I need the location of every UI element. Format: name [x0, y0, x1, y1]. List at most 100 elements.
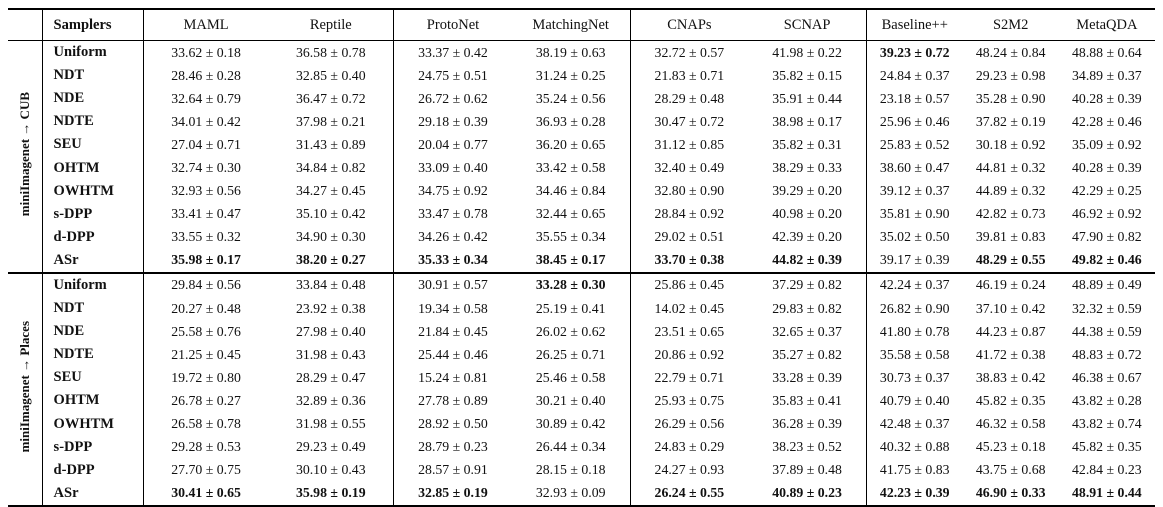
- value-cell: 30.89 ± 0.42: [535, 416, 606, 432]
- table-row: d-DPP 27.70 ± 0.75 30.10 ± 0.43 28.57 ± 0.9…: [8, 458, 1155, 482]
- value-cell: 25.19 ± 0.41: [535, 300, 606, 316]
- header-cnaps: CNAPs: [629, 9, 749, 41]
- value-cell: 37.82 ± 0.19: [975, 113, 1046, 129]
- value-cell: 48.91 ± 0.44: [1072, 485, 1142, 501]
- header-protonet: ProtoNet: [393, 9, 512, 41]
- sampler-label: Uniform: [41, 40, 144, 65]
- value-cell: 37.29 ± 0.82: [748, 271, 867, 298]
- value-cell: 48.24 ± 0.84: [975, 44, 1046, 60]
- value-cell: 39.29 ± 0.20: [772, 183, 842, 199]
- value-cell: 35.98 ± 0.17: [142, 248, 269, 273]
- value-cell: 35.83 ± 0.41: [772, 392, 842, 408]
- value-cell: 14.02 ± 0.45: [629, 297, 749, 321]
- value-cell: 20.86 ± 0.92: [629, 343, 749, 367]
- value-cell: 30.21 ± 0.40: [535, 392, 606, 408]
- value-cell: 32.93 ± 0.09: [535, 485, 606, 501]
- value-cell: 27.78 ± 0.89: [393, 389, 512, 413]
- value-cell: 42.24 ± 0.37: [865, 271, 963, 298]
- value-cell: 38.20 ± 0.27: [295, 252, 366, 268]
- value-cell: 26.24 ± 0.55: [629, 481, 749, 506]
- table-row: d-DPP 33.55 ± 0.32 34.90 ± 0.30 34.26 ± 0.4…: [8, 225, 1155, 249]
- group-label: miniImagenet → Places: [17, 321, 33, 453]
- value-cell: 32.65 ± 0.37: [772, 323, 842, 339]
- sampler-label: Uniform: [41, 271, 144, 298]
- sampler-label: d-DPP: [41, 458, 144, 482]
- sampler-label: s-DPP: [41, 435, 144, 459]
- value-cell: 25.86 ± 0.45: [629, 271, 749, 298]
- value-cell: 32.74 ± 0.30: [142, 156, 269, 180]
- value-cell: 39.81 ± 0.83: [975, 229, 1046, 245]
- value-cell: 32.64 ± 0.79: [142, 87, 269, 111]
- value-cell: 32.32 ± 0.59: [1072, 300, 1142, 316]
- table-row: miniImagenet → CUB Uniform 33.62 ± 0.18 36.…: [8, 40, 1155, 216]
- value-cell: 20.27 ± 0.48: [142, 297, 269, 321]
- value-cell: 19.34 ± 0.58: [393, 297, 512, 321]
- value-cell: 35.98 ± 0.19: [295, 485, 366, 501]
- value-cell: 38.60 ± 0.47: [865, 156, 963, 180]
- value-cell: 33.28 ± 0.39: [772, 369, 842, 385]
- value-cell: 35.27 ± 0.82: [772, 346, 842, 362]
- value-cell: 24.83 ± 0.29: [629, 435, 749, 459]
- value-cell: 44.81 ± 0.32: [975, 160, 1046, 176]
- value-cell: 45.82 ± 0.35: [975, 392, 1046, 408]
- value-cell: 33.41 ± 0.47: [142, 202, 269, 226]
- value-cell: 33.70 ± 0.38: [629, 248, 749, 273]
- value-cell: 29.18 ± 0.39: [393, 110, 512, 134]
- sampler-label: NDE: [41, 87, 144, 111]
- value-cell: 29.02 ± 0.51: [629, 225, 749, 249]
- value-cell: 35.33 ± 0.34: [393, 248, 512, 273]
- sampler-label: NDT: [41, 297, 144, 321]
- value-cell: 31.98 ± 0.55: [295, 416, 366, 432]
- value-cell: 39.17 ± 0.39: [865, 248, 963, 273]
- value-cell: 21.84 ± 0.45: [393, 320, 512, 344]
- table-row: NDT 28.46 ± 0.28 32.85 ± 0.40 24.75 ± 0.51 3…: [8, 64, 1155, 88]
- sampler-label: ASr: [41, 481, 144, 506]
- group-label-cell: miniImagenet → Places: [8, 271, 43, 506]
- value-cell: 26.82 ± 0.90: [865, 297, 963, 321]
- value-cell: 38.45 ± 0.17: [535, 252, 606, 268]
- header-scnap: SCNAP: [748, 9, 867, 41]
- value-cell: 38.23 ± 0.52: [772, 439, 842, 455]
- value-cell: 33.47 ± 0.78: [393, 202, 512, 226]
- value-cell: 43.82 ± 0.74: [1072, 416, 1142, 432]
- sampler-label: NDTE: [41, 110, 144, 134]
- value-cell: 22.79 ± 0.71: [629, 366, 749, 390]
- value-cell: 29.83 ± 0.82: [772, 300, 842, 316]
- value-cell: 46.90 ± 0.33: [975, 485, 1046, 501]
- value-cell: 44.38 ± 0.59: [1072, 323, 1142, 339]
- header-row: Samplers MAML Reptile ProtoNet MatchingN…: [8, 9, 1155, 41]
- value-cell: 30.91 ± 0.57: [393, 271, 512, 298]
- header-maml: MAML: [142, 9, 269, 41]
- header-s2m2: S2M2: [962, 9, 1059, 41]
- value-cell: 27.70 ± 0.75: [142, 458, 269, 482]
- value-cell: 44.82 ± 0.39: [772, 252, 842, 268]
- value-cell: 35.58 ± 0.58: [865, 343, 963, 367]
- value-cell: 46.19 ± 0.24: [962, 271, 1059, 298]
- sampler-label: s-DPP: [41, 202, 144, 226]
- value-cell: 35.10 ± 0.42: [295, 206, 366, 222]
- sampler-label: d-DPP: [41, 225, 144, 249]
- sampler-label: OWHTM: [41, 179, 144, 203]
- value-cell: 32.85 ± 0.40: [295, 67, 366, 83]
- value-cell: 37.89 ± 0.48: [772, 462, 842, 478]
- table-row: OWHTM 32.93 ± 0.56 34.27 ± 0.45 34.75 ± 0.9…: [8, 179, 1155, 203]
- value-cell: 32.40 ± 0.49: [629, 156, 749, 180]
- value-cell: 38.19 ± 0.63: [535, 44, 606, 60]
- value-cell: 28.92 ± 0.50: [393, 412, 512, 436]
- value-cell: 34.01 ± 0.42: [142, 110, 269, 134]
- value-cell: 40.89 ± 0.23: [772, 485, 842, 501]
- table-row: OHTM 32.74 ± 0.30 34.84 ± 0.82 33.09 ± 0.40…: [8, 156, 1155, 180]
- sampler-label: NDE: [41, 320, 144, 344]
- value-cell: 33.37 ± 0.42: [393, 40, 512, 65]
- value-cell: 47.90 ± 0.82: [1072, 229, 1142, 245]
- value-cell: 30.73 ± 0.37: [865, 366, 963, 390]
- value-cell: 41.80 ± 0.78: [865, 320, 963, 344]
- value-cell: 42.39 ± 0.20: [772, 229, 842, 245]
- value-cell: 34.46 ± 0.84: [535, 183, 606, 199]
- value-cell: 32.89 ± 0.36: [295, 392, 366, 408]
- sampler-label: NDTE: [41, 343, 144, 367]
- value-cell: 48.29 ± 0.55: [975, 252, 1046, 268]
- value-cell: 35.82 ± 0.31: [772, 136, 842, 152]
- value-cell: 48.89 ± 0.49: [1058, 271, 1155, 298]
